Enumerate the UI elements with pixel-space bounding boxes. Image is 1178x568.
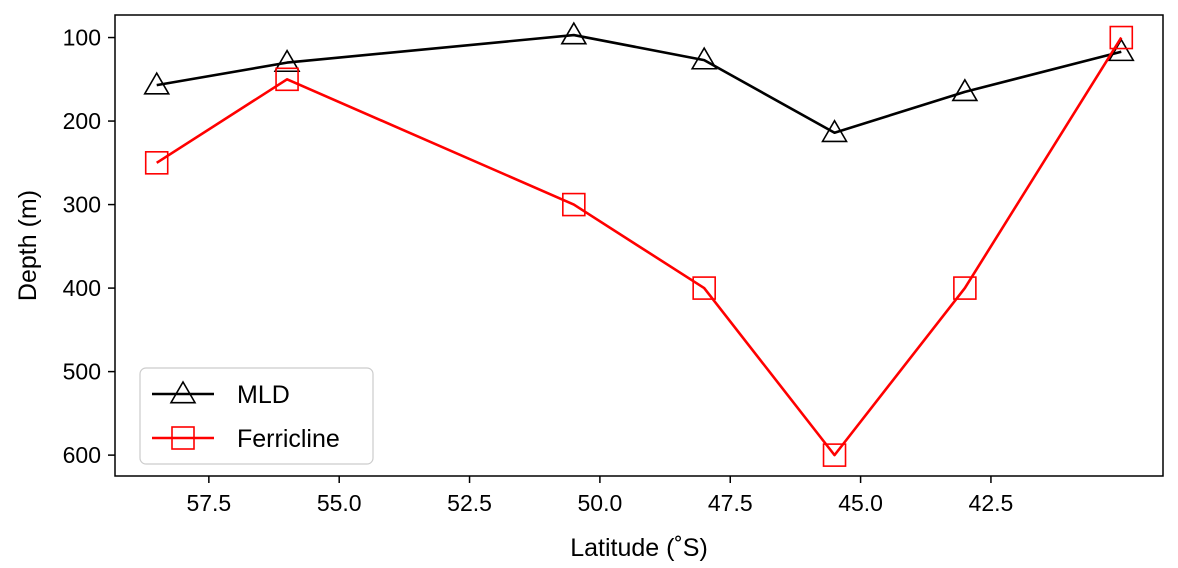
data-point: [275, 67, 299, 92]
x-tick-label: 50.0: [578, 490, 623, 516]
legend-label: MLD: [237, 381, 290, 409]
legend-item-ferricline: Ferricline: [152, 425, 340, 453]
data-point: [562, 192, 586, 217]
square-marker-icon: [171, 426, 195, 450]
legend-box: [139, 367, 374, 465]
x-tick-label: 45.0: [838, 490, 883, 516]
x-tick-label: 55.0: [317, 490, 362, 516]
data-point: [144, 151, 169, 175]
y-axis: 100 200 300 400 500 600: [63, 25, 115, 468]
x-tick-label: 47.5: [708, 490, 753, 516]
data-point: [560, 21, 588, 45]
legend-item-mld: MLD: [152, 380, 290, 409]
x-tick-label: 42.5: [969, 490, 1014, 516]
y-axis-label: Depth (m): [14, 190, 42, 301]
legend-label: Ferricline: [237, 425, 340, 453]
y-tick-label: 500: [63, 359, 101, 385]
data-point: [273, 49, 301, 73]
y-tick-label: 600: [63, 442, 101, 468]
data-point: [143, 71, 171, 95]
legend: MLD Ferricline: [139, 367, 374, 465]
y-tick-label: 200: [63, 108, 101, 134]
data-point: [1109, 25, 1134, 50]
series-line: [156, 36, 1123, 457]
series-mld: [143, 21, 1135, 143]
series-ferricline: [144, 25, 1134, 467]
y-tick-label: 100: [63, 25, 101, 51]
data-point: [1107, 38, 1135, 62]
plot-frame: [114, 14, 1164, 477]
data-point: [951, 78, 979, 102]
data-point: [692, 276, 716, 300]
y-tick-label: 400: [63, 275, 101, 301]
data-point: [822, 443, 847, 467]
triangle-marker-icon: [169, 380, 197, 404]
series-layer: [143, 21, 1135, 467]
data-point: [690, 46, 718, 70]
y-tick-label: 300: [63, 192, 101, 218]
series-line: [156, 33, 1122, 135]
x-axis-label: Latitude (˚S): [570, 534, 708, 562]
data-point: [821, 119, 848, 143]
data-point: [953, 276, 977, 300]
x-tick-label: 57.5: [186, 490, 231, 516]
x-tick-label: 52.5: [447, 490, 492, 516]
x-axis: 57.5 55.0 52.5 50.0 47.5 45.0 42.5: [186, 476, 1013, 516]
